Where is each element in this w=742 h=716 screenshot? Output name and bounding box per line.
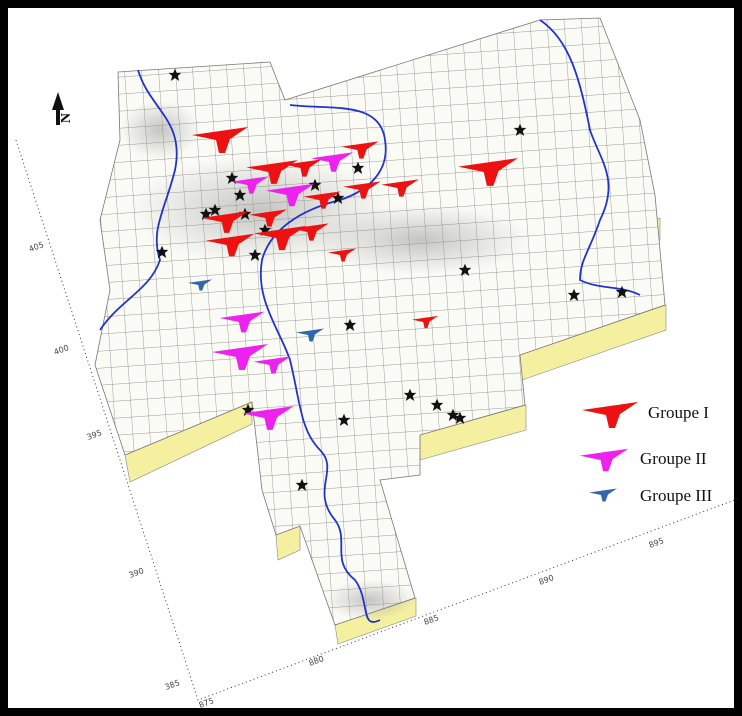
legend-label: Groupe I [648,403,709,422]
legend-label: Groupe III [640,486,713,505]
map: 405 400 395 390 385 875 880 885 890 895 … [0,0,742,716]
legend-label: Groupe II [640,449,707,468]
north-label: N [59,113,74,123]
